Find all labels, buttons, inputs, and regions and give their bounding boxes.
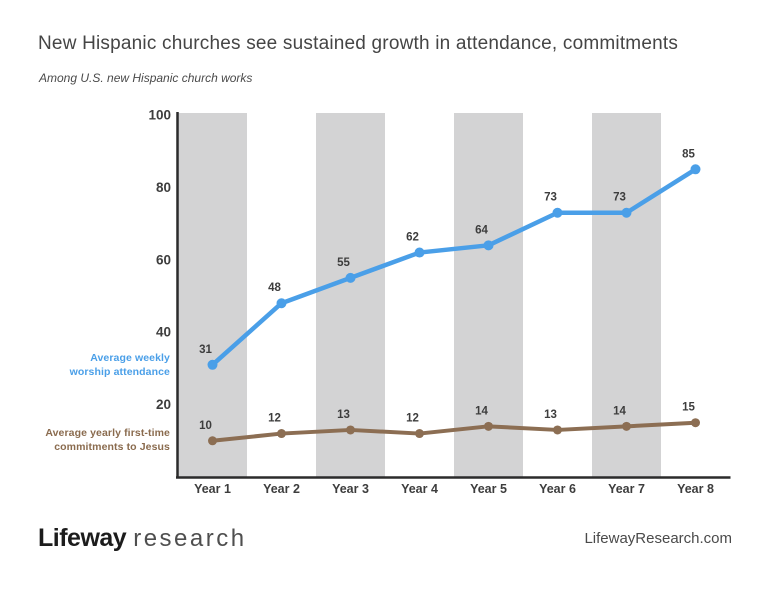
data-label-attendance-year-1: 31 — [199, 344, 212, 356]
data-point-commitments-year-8 — [691, 418, 700, 428]
x-tick-label-year-4: Year 4 — [401, 482, 438, 496]
data-label-attendance-year-8: 85 — [682, 148, 695, 160]
data-point-commitments-year-6 — [553, 425, 562, 435]
data-point-attendance-year-7 — [621, 207, 632, 218]
data-label-attendance-year-4: 62 — [406, 232, 419, 244]
data-label-commitments-year-5: 14 — [475, 405, 488, 417]
data-label-commitments-year-1: 10 — [199, 420, 212, 432]
data-point-attendance-year-6 — [552, 207, 563, 218]
data-point-attendance-year-1 — [207, 359, 218, 370]
x-tick-label-year-5: Year 5 — [470, 482, 507, 496]
chart-title: New Hispanic churches see sustained grow… — [38, 33, 679, 54]
website-link: LifewayResearch.com — [584, 530, 732, 547]
logo-wordmark-research: research — [133, 525, 247, 552]
y-tick-label-80: 80 — [156, 180, 171, 195]
data-point-attendance-year-2 — [276, 298, 287, 309]
data-label-attendance-year-3: 55 — [337, 257, 350, 269]
x-tick-label-year-1: Year 1 — [194, 482, 231, 496]
series-label-commitments-line2: commitments to Jesus — [54, 441, 170, 453]
series-line-attendance — [210, 167, 698, 368]
y-tick-label-20: 20 — [156, 397, 171, 412]
data-label-attendance-year-2: 48 — [268, 282, 281, 294]
y-tick-label-40: 40 — [156, 325, 171, 340]
y-tick-label-60: 60 — [156, 252, 171, 267]
lifeway-research-logo: Lifeway research — [38, 524, 247, 553]
data-point-attendance-year-8 — [690, 164, 701, 175]
data-label-commitments-year-7: 14 — [613, 405, 626, 417]
data-point-commitments-year-3 — [346, 425, 355, 435]
data-point-attendance-year-3 — [345, 272, 356, 283]
data-point-commitments-year-2 — [277, 429, 286, 439]
chart-subtitle: Among U.S. new Hispanic church works — [39, 71, 253, 85]
x-tick-label-year-2: Year 2 — [263, 482, 300, 496]
x-tick-label-year-7: Year 7 — [608, 482, 645, 496]
data-label-attendance-year-5: 64 — [475, 224, 488, 236]
series-label-attendance: Average weekly worship attendance — [50, 351, 170, 379]
x-tick-label-year-3: Year 3 — [332, 482, 369, 496]
series-label-attendance-line1: Average weekly — [90, 352, 170, 364]
data-label-commitments-year-6: 13 — [544, 409, 557, 421]
data-label-commitments-year-3: 13 — [337, 409, 350, 421]
data-point-commitments-year-5 — [484, 421, 493, 431]
logo-wordmark-lifeway: Lifeway — [38, 524, 127, 552]
x-tick-label-year-8: Year 8 — [677, 482, 714, 496]
series-label-commitments: Average yearly first-time commitments to… — [30, 426, 170, 454]
series-label-commitments-line1: Average yearly first-time — [45, 427, 170, 439]
data-label-attendance-year-6: 73 — [544, 192, 557, 204]
plot-band-year-3 — [316, 113, 385, 477]
series-line-commitments — [210, 420, 698, 443]
plot-band-year-7 — [592, 113, 661, 477]
data-point-commitments-year-1 — [208, 436, 217, 446]
data-point-commitments-year-7 — [622, 421, 631, 431]
data-point-attendance-year-4 — [414, 247, 425, 258]
plot-band-year-5 — [454, 113, 523, 477]
data-label-commitments-year-8: 15 — [682, 402, 695, 414]
data-label-attendance-year-7: 73 — [613, 192, 626, 204]
data-point-attendance-year-5 — [483, 240, 494, 251]
plot-band-year-1 — [178, 113, 247, 477]
data-label-commitments-year-4: 12 — [406, 413, 419, 425]
x-tick-label-year-6: Year 6 — [539, 482, 576, 496]
y-tick-label-100: 100 — [148, 108, 171, 123]
data-label-commitments-year-2: 12 — [268, 413, 281, 425]
series-label-attendance-line2: worship attendance — [69, 366, 170, 378]
data-point-commitments-year-4 — [415, 429, 424, 439]
